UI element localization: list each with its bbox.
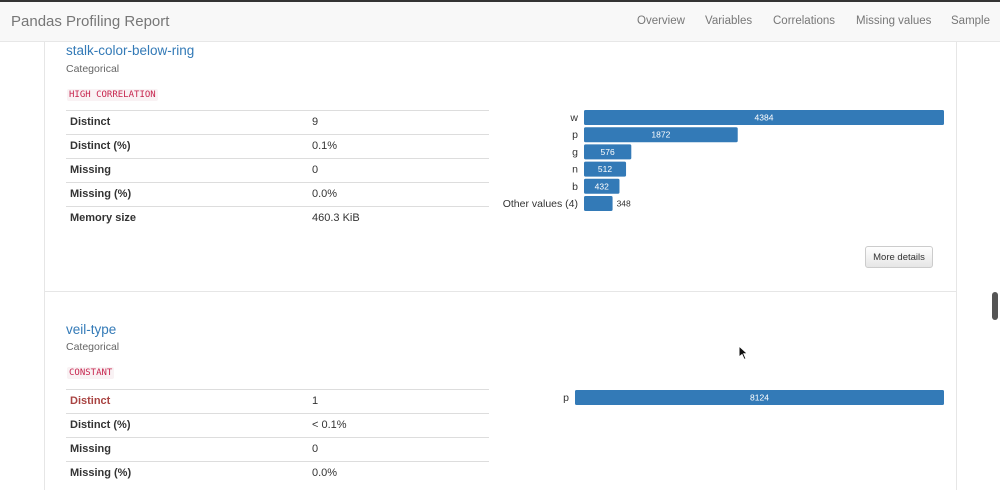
- stat-value: 0.0%: [312, 467, 338, 479]
- variable-divider: [44, 291, 957, 292]
- stats-row: Distinct 1: [66, 389, 489, 413]
- stat-value: 9: [312, 116, 319, 128]
- bar-value-label: 576: [601, 147, 615, 157]
- stats-row: Missing 0: [66, 158, 489, 182]
- stat-value: 0: [312, 164, 319, 176]
- brand-title[interactable]: Pandas Profiling Report: [11, 13, 170, 30]
- variable-type: Categorical: [66, 63, 120, 75]
- value-counts-chart: w 4384 p 1872 g 576 n 512 b 432 Other values (4) 34…: [503, 110, 944, 211]
- stat-key: Missing: [70, 164, 111, 176]
- variable-type: Categorical: [66, 341, 120, 353]
- nav-variables[interactable]: Variables: [705, 15, 753, 27]
- stats-row: Distinct 9: [66, 110, 489, 134]
- bar: [584, 127, 738, 143]
- bar: [584, 161, 627, 177]
- stat-value: < 0.1%: [312, 419, 347, 431]
- variable-title[interactable]: stalk-color-below-ring: [66, 43, 195, 58]
- bar-category-label: p: [572, 129, 578, 141]
- bar-value-label: 1872: [651, 130, 670, 140]
- stat-key: Distinct (%): [70, 140, 131, 152]
- bar-value-label: 432: [595, 181, 609, 191]
- stat-key: Missing (%): [70, 188, 132, 200]
- bar-value-label: 512: [598, 164, 612, 174]
- warning-badge: CONSTANT: [67, 367, 115, 379]
- value-counts-chart: p 8124: [563, 390, 944, 405]
- bar-value-label: 348: [617, 199, 631, 209]
- mouse-cursor-icon: [738, 345, 749, 361]
- stats-row: Missing 0: [66, 437, 489, 461]
- stats-row: Missing (%) 0.0%: [66, 461, 489, 485]
- bar: [584, 110, 944, 125]
- bar: [584, 144, 632, 160]
- stat-key: Memory size: [70, 212, 137, 224]
- bar-category-label: n: [572, 164, 578, 176]
- scrollbar-thumb[interactable]: [992, 292, 998, 320]
- stat-key: Missing: [70, 443, 111, 455]
- stat-value: 0.0%: [312, 188, 338, 200]
- stat-key: Distinct (%): [70, 419, 131, 431]
- stats-row: Memory size 460.3 KiB: [66, 206, 489, 230]
- variable-title[interactable]: veil-type: [66, 322, 117, 337]
- stat-key: Distinct: [70, 116, 111, 128]
- more-details-button[interactable]: More details: [865, 246, 933, 268]
- nav-sample[interactable]: Sample: [951, 15, 990, 27]
- bar-value-label: 4384: [755, 113, 774, 123]
- stat-key: Distinct: [70, 395, 111, 407]
- bar: [584, 196, 613, 211]
- variables-panel: [44, 42, 957, 490]
- stat-key: Missing (%): [70, 467, 132, 479]
- stat-value: 0.1%: [312, 140, 338, 152]
- stat-value: 0: [312, 443, 319, 455]
- stat-value: 460.3 KiB: [312, 212, 360, 224]
- stats-row: Distinct (%) < 0.1%: [66, 413, 489, 437]
- bar-category-label: g: [572, 146, 578, 158]
- bar-category-label: p: [563, 392, 569, 404]
- bar: [584, 178, 620, 194]
- nav-missing-values[interactable]: Missing values: [856, 15, 932, 27]
- bar-category-label: w: [569, 112, 578, 124]
- warning-badge: HIGH CORRELATION: [67, 89, 158, 101]
- bar: [575, 390, 944, 405]
- bar-category-label: Other values (4): [503, 198, 578, 210]
- bar-category-label: b: [572, 181, 578, 193]
- top-navbar: Pandas Profiling Report Overview Variabl…: [0, 0, 1000, 42]
- bar-value-label: 8124: [750, 393, 769, 403]
- stats-row: Distinct (%) 0.1%: [66, 134, 489, 158]
- stat-value: 1: [312, 395, 319, 407]
- nav-correlations[interactable]: Correlations: [773, 15, 835, 27]
- nav-overview[interactable]: Overview: [637, 15, 685, 27]
- stats-row: Missing (%) 0.0%: [66, 182, 489, 206]
